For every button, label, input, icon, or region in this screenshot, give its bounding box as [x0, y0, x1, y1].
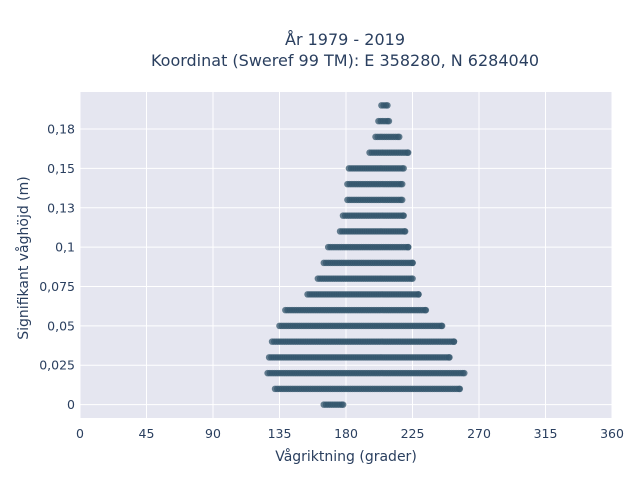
data-point [384, 102, 391, 109]
data-point [422, 306, 430, 314]
point-band [320, 401, 347, 408]
x-tick-label: 225 [401, 426, 425, 441]
data-point [409, 275, 416, 282]
x-tick-label: 45 [139, 426, 155, 441]
point-band [344, 196, 406, 204]
data-point [395, 133, 403, 141]
chart-title-line2: Koordinat (Sweref 99 TM): E 358280, N 62… [151, 51, 539, 70]
data-point [398, 180, 406, 188]
data-point [460, 369, 468, 377]
data-point [404, 149, 412, 156]
y-tick-label: 0,075 [39, 279, 75, 294]
point-band [265, 354, 453, 361]
point-band [339, 212, 407, 219]
x-tick-label: 90 [205, 426, 221, 441]
point-band [264, 369, 468, 377]
point-band [378, 102, 391, 109]
y-tick-label: 0 [67, 397, 75, 412]
data-point [415, 291, 422, 298]
point-band [268, 338, 458, 345]
y-tick-label: 0,025 [39, 358, 75, 373]
point-band [372, 133, 403, 141]
point-band [375, 117, 393, 125]
y-tick-label: 0,05 [47, 318, 75, 333]
point-band [344, 180, 406, 188]
point-band [314, 275, 416, 282]
data-point [404, 243, 412, 251]
data-point [385, 117, 393, 125]
data-point [450, 338, 458, 345]
point-band [345, 165, 407, 172]
y-tick-label: 0,18 [47, 122, 75, 137]
data-point [456, 385, 464, 393]
point-band [320, 259, 416, 267]
x-tick-label: 0 [76, 426, 84, 441]
data-points [264, 102, 468, 408]
data-point [398, 196, 406, 204]
x-tick-label: 135 [268, 426, 292, 441]
x-axis-label: Vågriktning (grader) [275, 448, 417, 465]
y-tick-labels: 0 0,025 0,05 0,075 0,1 0,13 0,15 0,18 [39, 122, 75, 413]
y-axis-label: Signifikant våghöjd (m) [15, 176, 32, 339]
data-point [400, 212, 407, 219]
data-point [401, 228, 409, 235]
data-point [409, 259, 416, 267]
data-point [446, 354, 453, 361]
chart-title-line1: År 1979 - 2019 [285, 30, 405, 49]
x-tick-label: 315 [534, 426, 558, 441]
point-band [324, 243, 412, 251]
point-band [271, 385, 464, 393]
point-band [366, 149, 412, 156]
data-point [339, 401, 347, 408]
point-band [304, 291, 422, 298]
data-point [400, 165, 407, 172]
x-tick-label: 360 [600, 426, 624, 441]
point-band [276, 322, 446, 330]
x-tick-label: 180 [334, 426, 358, 441]
point-band [282, 306, 430, 314]
y-tick-label: 0,13 [47, 200, 75, 215]
y-tick-label: 0,15 [47, 161, 75, 176]
x-tick-labels: 0 45 90 135 180 225 270 315 360 [76, 426, 624, 441]
y-tick-label: 0,1 [55, 240, 75, 255]
data-point [438, 322, 446, 330]
point-band [336, 228, 409, 235]
x-tick-label: 270 [467, 426, 491, 441]
